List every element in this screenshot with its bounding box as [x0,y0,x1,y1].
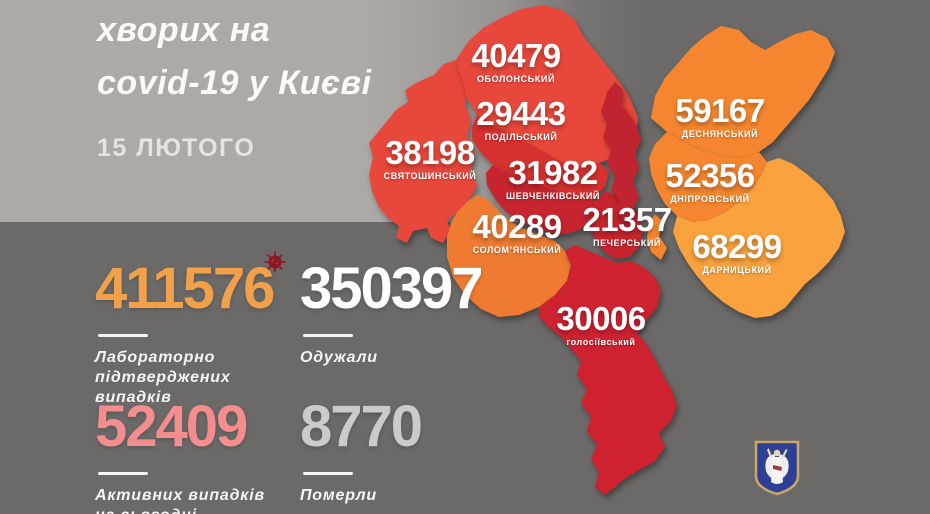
stat-active-cases: 52409 Активних випадків на сьогодні [95,398,265,514]
title-line1: хворих на [97,11,271,49]
district-value: 40289 [472,208,562,245]
district-value: 21357 [582,201,672,238]
divider [98,472,148,475]
stat-deaths: 8770 Померли [300,394,423,506]
district-name: ПЕЧЕРСЬКИЙ [593,238,661,248]
district-label-darnytskyi: 68299 ДАРНИЦЬКИЙ [692,228,782,276]
divider [303,472,353,475]
virus-icon [264,251,286,273]
district-label-podilskyi: 29443 ПОДІЛЬСЬКИЙ [476,95,566,143]
district-holosiivskyi-shape [539,245,677,495]
district-label-pecherskyi: 21357 ПЕЧЕРСЬКИЙ [582,201,672,249]
district-name: СОЛОМ’ЯНСЬКИЙ [472,245,562,255]
stat-label: Одужали [300,349,378,366]
district-name: ПОДІЛЬСЬКИЙ [484,132,558,142]
district-label-solomianskyi: 40289 СОЛОМ’ЯНСЬКИЙ [472,208,562,256]
district-name: ОБОЛОНСЬКИЙ [476,74,556,84]
divider [98,334,148,337]
district-name: ШЕВЧЕНКІВСЬКИЙ [506,191,600,201]
district-value: 40479 [471,37,561,74]
stat-value: 52409 [95,394,248,459]
district-value: 68299 [692,228,782,265]
district-label-desnianskyi: 59167 ДЕСНЯНСЬКИЙ [675,92,765,140]
district-value: 31982 [508,154,598,191]
district-value: 59167 [675,92,765,129]
stat-label: Активних випадків на сьогодні [95,487,265,514]
district-label-sviatoshynskyi: 38198 СВЯТОШИНСЬКИЙ [384,135,477,182]
stat-confirmed-cases: 411576 Лабораторно підтверджених випадкі… [95,256,275,408]
district-value: 52356 [665,157,755,194]
title-line2: covid-19 у Києві [97,64,372,102]
page-title: хворих на covid-19 у Києві [97,4,372,110]
stat-label: Лабораторно підтверджених випадків [95,349,231,406]
report-date: 15 ЛЮТОГО [97,134,256,162]
stat-label: Померли [300,487,377,504]
divider [303,334,353,337]
district-value: 29443 [476,95,566,132]
district-name: ДНІПРОВСЬКИЙ [670,194,750,204]
district-label-holosiivskyi: 30006 голосіївський [556,300,646,348]
district-name: ДАРНИЦЬКИЙ [702,265,772,275]
stat-value: 350397 [300,256,484,321]
district-value: 30006 [556,300,646,337]
district-label-shevchenkivskyi: 31982 ШЕВЧЕНКІВСЬКИЙ [506,155,600,202]
stat-value: 8770 [300,394,423,459]
kyiv-coat-of-arms-icon [754,440,800,496]
district-name: ДЕСНЯНСЬКИЙ [681,129,759,139]
district-name: голосіївський [566,337,636,347]
stat-value: 411576 [95,256,275,321]
district-name: СВЯТОШИНСЬКИЙ [383,171,477,181]
district-label-dniprovskyi: 52356 ДНІПРОВСЬКИЙ [665,157,755,205]
district-label-obolonskyi: 40479 ОБОЛОНСЬКИЙ [471,37,561,85]
district-value: 38198 [385,134,475,171]
stat-recovered: 350397 Одужали [300,256,484,368]
